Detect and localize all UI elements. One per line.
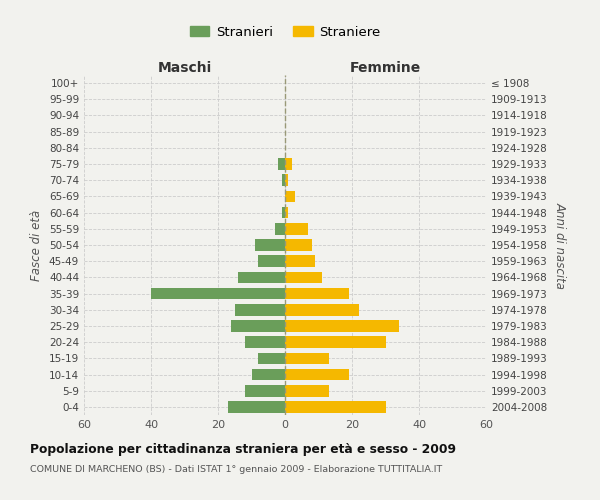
Bar	[285, 223, 308, 234]
Bar	[245, 336, 285, 348]
Text: Maschi: Maschi	[157, 61, 212, 75]
Bar	[258, 352, 285, 364]
Bar	[228, 401, 285, 412]
Bar	[235, 304, 285, 316]
Bar	[285, 385, 329, 396]
Bar	[285, 336, 386, 348]
Legend: Stranieri, Straniere: Stranieri, Straniere	[184, 20, 386, 44]
Bar	[285, 352, 329, 364]
Bar	[285, 174, 289, 186]
Bar	[151, 288, 285, 300]
Bar	[285, 288, 349, 300]
Text: COMUNE DI MARCHENO (BS) - Dati ISTAT 1° gennaio 2009 - Elaborazione TUTTITALIA.I: COMUNE DI MARCHENO (BS) - Dati ISTAT 1° …	[30, 466, 442, 474]
Bar	[285, 272, 322, 283]
Text: Popolazione per cittadinanza straniera per età e sesso - 2009: Popolazione per cittadinanza straniera p…	[30, 442, 456, 456]
Bar	[258, 256, 285, 267]
Bar	[275, 223, 285, 234]
Bar	[285, 368, 349, 380]
Y-axis label: Anni di nascita: Anni di nascita	[554, 202, 567, 288]
Bar	[278, 158, 285, 170]
Bar	[232, 320, 285, 332]
Bar	[281, 174, 285, 186]
Y-axis label: Fasce di età: Fasce di età	[31, 210, 43, 280]
Bar	[251, 368, 285, 380]
Bar	[285, 239, 312, 251]
Bar	[285, 304, 359, 316]
Bar	[281, 207, 285, 218]
Bar	[255, 239, 285, 251]
Bar	[238, 272, 285, 283]
Bar	[285, 190, 295, 202]
Bar	[285, 207, 289, 218]
Bar	[245, 385, 285, 396]
Bar	[285, 401, 386, 412]
Bar	[285, 158, 292, 170]
Bar	[285, 256, 315, 267]
Bar	[285, 320, 399, 332]
Text: Femmine: Femmine	[350, 61, 421, 75]
